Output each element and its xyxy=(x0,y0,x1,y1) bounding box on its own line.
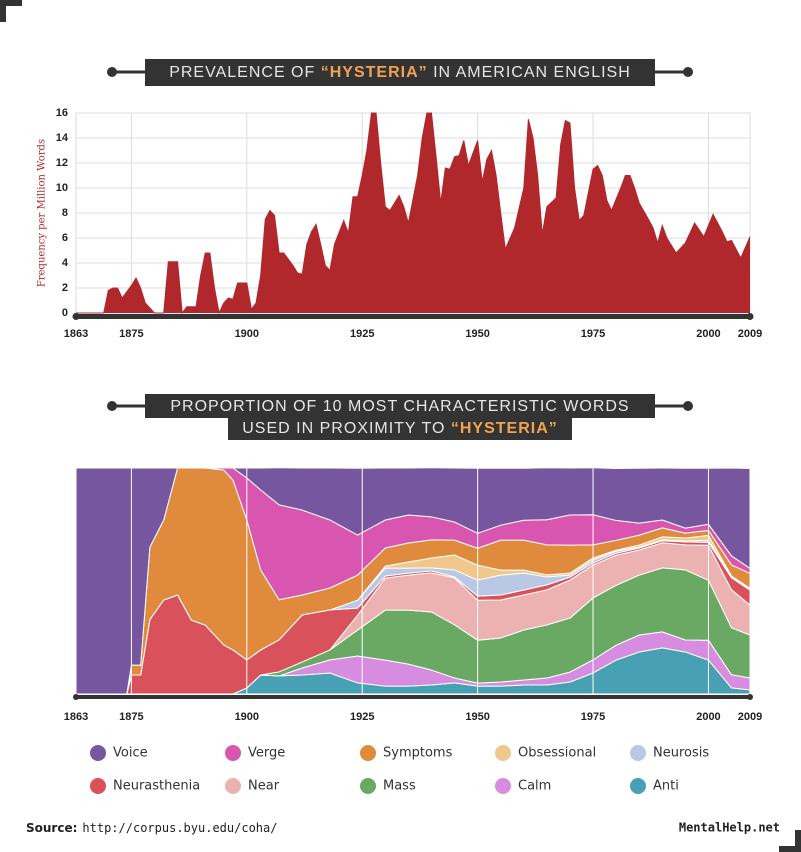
axis-end xyxy=(72,313,80,320)
axis-end xyxy=(73,694,79,700)
legend-swatch xyxy=(630,745,646,761)
y-tick-label: 4 xyxy=(62,257,69,269)
title-dot xyxy=(107,67,117,77)
y-tick-label: 14 xyxy=(56,132,69,144)
title-highlight: “HYSTERIA” xyxy=(321,64,428,81)
title-box xyxy=(228,417,572,440)
x-tick-label: 2009 xyxy=(738,711,762,723)
stacked-area xyxy=(75,467,751,695)
x-tick-label: 1975 xyxy=(581,711,605,723)
legend-swatch xyxy=(630,778,646,794)
area-fill xyxy=(76,113,750,313)
title-highlight: “HYSTERIA” xyxy=(451,420,558,437)
legend-swatch xyxy=(360,778,376,794)
axis-end xyxy=(746,313,754,320)
title-part: USED IN PROXIMITY TO xyxy=(242,420,451,437)
source: Source: http://corpus.byu.edu/coha/ xyxy=(26,821,277,835)
legend-swatch xyxy=(495,778,511,794)
title-dot xyxy=(683,401,693,411)
x-tick-label: 1950 xyxy=(465,711,489,723)
legend-label: Neurosis xyxy=(653,746,709,761)
chart-title: PREVALENCE OF “HYSTERIA” IN AMERICAN ENG… xyxy=(169,64,631,81)
x-tick-label: 1875 xyxy=(119,328,143,340)
y-tick-label: 0 xyxy=(62,307,68,319)
axis-bar xyxy=(76,695,750,699)
title-part: PREVALENCE OF xyxy=(169,64,321,81)
title-bar xyxy=(107,394,693,440)
y-tick-label: 2 xyxy=(62,282,68,294)
y-tick-label: 16 xyxy=(56,107,68,119)
x-tick-label: 1925 xyxy=(350,711,374,723)
legend-swatch xyxy=(360,745,376,761)
source-url: http://corpus.byu.edu/coha/ xyxy=(82,821,277,835)
title-part: PROPORTION OF 10 MOST CHARACTERISTIC WOR… xyxy=(170,398,629,415)
brand: MentalHelp.net xyxy=(679,821,780,835)
y-tick-label: 8 xyxy=(62,207,68,219)
legend-label: Voice xyxy=(113,746,148,761)
title-box xyxy=(145,59,655,86)
y-tick-label: 10 xyxy=(56,182,68,194)
corner-mark xyxy=(779,830,801,852)
x-tick-label: 1975 xyxy=(581,328,605,340)
x-tick-label: 1925 xyxy=(350,328,374,340)
corner-mark xyxy=(0,0,22,22)
legend-swatch xyxy=(225,778,241,794)
title-dot xyxy=(107,401,117,411)
x-tick-label: 1863 xyxy=(64,711,88,723)
legend-label: Verge xyxy=(248,746,285,761)
title-part: IN AMERICAN ENGLISH xyxy=(428,64,631,81)
legend-label: Symptoms xyxy=(383,746,453,761)
y-tick-label: 12 xyxy=(56,157,68,169)
legend-swatch xyxy=(90,745,106,761)
x-tick-label: 2009 xyxy=(738,328,762,340)
legend-label: Near xyxy=(248,779,280,794)
legend-label: Obsessional xyxy=(518,746,596,761)
legend-swatch xyxy=(495,745,511,761)
axis-end xyxy=(747,694,753,700)
x-tick-label: 1950 xyxy=(465,328,489,340)
legend-label: Mass xyxy=(383,779,416,794)
legend-swatch xyxy=(225,745,241,761)
x-tick-label: 2000 xyxy=(696,711,720,723)
area-line xyxy=(76,112,751,315)
y-tick-label: 6 xyxy=(62,232,68,244)
legend-label: Calm xyxy=(518,779,551,794)
x-tick-label: 1900 xyxy=(235,328,259,340)
source-label: Source: xyxy=(26,821,77,835)
x-tick-label: 2000 xyxy=(696,328,720,340)
legend-label: Anti xyxy=(653,779,679,794)
x-tick-label: 1875 xyxy=(119,711,143,723)
y-axis-label: Frequency per Million Words xyxy=(37,139,48,287)
title-box xyxy=(145,394,655,418)
chart-title: USED IN PROXIMITY TO “HYSTERIA” xyxy=(242,420,558,437)
x-tick-label: 1863 xyxy=(64,328,88,340)
legend-swatch xyxy=(90,778,106,794)
legend-label: Neurasthenia xyxy=(113,779,200,794)
chart-title: PROPORTION OF 10 MOST CHARACTERISTIC WOR… xyxy=(170,398,629,415)
title-dot xyxy=(683,67,693,77)
x-tick-label: 1900 xyxy=(235,711,259,723)
title-bar xyxy=(107,59,693,86)
axis-bar xyxy=(76,314,750,319)
